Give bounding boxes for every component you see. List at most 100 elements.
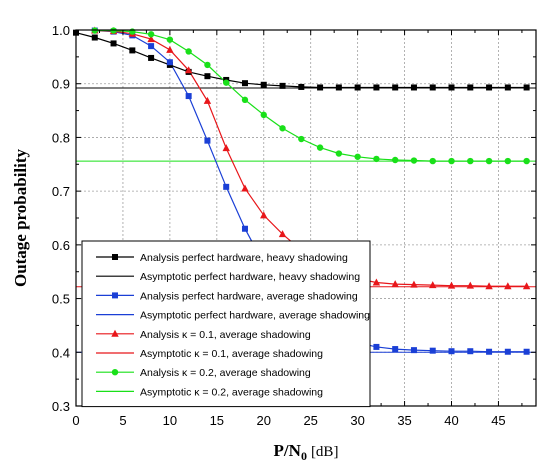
x-tick-label: 35	[397, 413, 411, 428]
data-point-4	[166, 45, 174, 53]
legend-marker	[111, 369, 119, 376]
y-tick-label: 0.3	[52, 399, 70, 414]
data-point-6	[260, 111, 267, 119]
data-point-6	[223, 79, 230, 86]
x-tick-label: 5	[119, 413, 126, 428]
data-point-6	[429, 157, 436, 165]
x-tick-label: 20	[257, 413, 271, 428]
legend-entry-6: Analysis κ = 0.2, average shadowing	[96, 367, 311, 379]
legend-label: Asymptotic κ = 0.1, average shadowing	[140, 348, 323, 360]
data-point-0	[373, 84, 380, 91]
data-point-2	[148, 43, 155, 50]
data-point-2	[241, 225, 248, 232]
series-line-0	[75, 32, 527, 89]
data-point-6	[129, 28, 136, 35]
y-tick-label: 1.0	[52, 23, 70, 38]
y-tick-label: 0.9	[52, 77, 70, 92]
data-point-0	[317, 84, 324, 91]
data-point-0	[279, 82, 286, 89]
legend-marker	[111, 329, 119, 337]
data-point-6	[147, 31, 155, 38]
data-point-2	[467, 348, 474, 355]
data-point-4	[203, 96, 212, 104]
data-point-0	[410, 84, 417, 91]
data-point-0	[298, 83, 305, 90]
data-point-6	[185, 48, 192, 55]
data-point-0	[392, 84, 399, 91]
x-tick-label: 25	[303, 413, 317, 428]
legend-label: Asymptotic perfect hardware, heavy shado…	[140, 271, 360, 283]
data-point-2	[373, 343, 380, 350]
data-point-6	[504, 157, 512, 165]
legend-entry-3: Asymptotic perfect hardware, average sha…	[96, 310, 370, 322]
data-point-6	[354, 153, 361, 160]
data-point-0	[448, 84, 455, 91]
data-point-0	[354, 84, 361, 91]
data-point-0	[467, 84, 474, 91]
data-point-0	[91, 34, 98, 41]
data-point-0	[429, 84, 436, 91]
data-point-6	[410, 157, 418, 164]
x-axis-title: P/N0 [dB]	[274, 441, 339, 463]
data-point-2	[166, 59, 173, 66]
data-point-4	[260, 211, 268, 219]
data-point-4	[504, 282, 512, 290]
data-point-4	[184, 66, 193, 74]
x-tick-label: 0	[72, 413, 79, 428]
data-point-2	[392, 346, 399, 353]
data-point-2	[223, 183, 230, 190]
data-point-4	[447, 281, 456, 289]
y-tick-label: 0.8	[52, 130, 70, 145]
legend-box	[81, 240, 371, 408]
data-point-4	[278, 230, 287, 238]
x-tick-labels: 0 5 10 15 20 25 30 35 40 45	[72, 413, 505, 428]
data-point-0	[504, 84, 511, 91]
data-point-4	[391, 280, 399, 288]
data-point-0	[523, 84, 530, 91]
data-point-6	[523, 157, 530, 165]
legend-marker	[112, 254, 118, 260]
x-axis-title-subscript: 0	[301, 449, 307, 463]
data-point-6	[279, 125, 286, 132]
legend-entry-4: Analysis κ = 0.1, average shadowing	[96, 329, 311, 341]
data-point-0	[129, 47, 136, 54]
x-axis-title-unit: [dB]	[311, 444, 339, 460]
data-point-6	[298, 135, 305, 143]
data-point-4	[241, 184, 249, 192]
data-point-6	[373, 155, 380, 163]
data-point-4	[147, 35, 155, 43]
legend-label: Analysis perfect hardware, heavy shadowi…	[140, 252, 348, 264]
data-point-0	[110, 40, 117, 47]
y-tick-label: 0.4	[52, 345, 70, 360]
data-point-2	[448, 348, 455, 355]
data-point-6	[485, 157, 493, 165]
data-point-2	[504, 348, 511, 355]
data-point-2	[410, 347, 417, 354]
data-point-4	[485, 282, 493, 290]
data-point-2	[204, 137, 211, 144]
data-point-0	[486, 84, 493, 91]
data-point-0	[335, 84, 342, 91]
y-axis-title: Outage probability	[11, 148, 30, 287]
legend-label: Analysis perfect hardware, average shado…	[140, 290, 358, 302]
y-tick-labels: 0.3 0.4 0.5 0.6 0.7 0.8 0.9 1.0	[52, 23, 70, 414]
legend-items: Analysis perfect hardware, heavy shadowi…	[96, 252, 370, 398]
legend-entry-1: Asymptotic perfect hardware, heavy shado…	[96, 271, 360, 283]
legend-label: Analysis κ = 0.1, average shadowing	[140, 329, 311, 341]
data-point-6	[391, 156, 399, 164]
data-point-6	[335, 150, 343, 157]
legend-marker	[112, 292, 118, 299]
data-point-2	[429, 347, 436, 354]
data-point-6	[448, 157, 455, 165]
x-tick-label: 45	[491, 413, 505, 428]
legend-label: Analysis κ = 0.2, average shadowing	[140, 367, 311, 379]
legend-entry-5: Asymptotic κ = 0.1, average shadowing	[96, 348, 323, 360]
data-point-4	[466, 281, 474, 289]
data-point-2	[185, 93, 192, 100]
x-tick-label: 40	[444, 413, 458, 428]
data-point-0	[204, 73, 211, 80]
x-axis-title-main: P/N	[274, 441, 302, 460]
data-point-4	[522, 282, 531, 290]
legend: Analysis perfect hardware, heavy shadowi…	[81, 240, 371, 408]
